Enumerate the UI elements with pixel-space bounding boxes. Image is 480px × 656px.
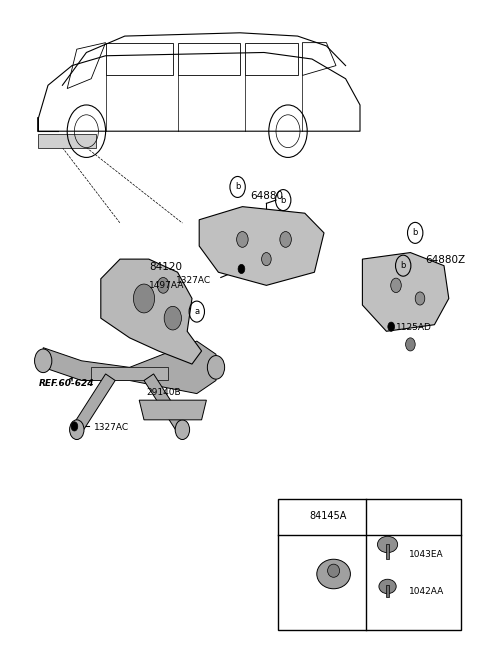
- Ellipse shape: [377, 536, 397, 552]
- Text: 1043EA: 1043EA: [409, 550, 444, 559]
- Polygon shape: [130, 341, 216, 394]
- Text: 1327AC: 1327AC: [176, 276, 211, 285]
- Text: 29140B: 29140B: [146, 388, 180, 397]
- Polygon shape: [144, 374, 187, 433]
- Circle shape: [207, 356, 225, 379]
- Circle shape: [238, 264, 245, 274]
- Polygon shape: [91, 367, 168, 380]
- Circle shape: [133, 284, 155, 313]
- Text: REF.60-624: REF.60-624: [38, 379, 94, 388]
- Circle shape: [157, 277, 169, 293]
- Circle shape: [406, 338, 415, 351]
- Text: 64880: 64880: [250, 191, 283, 201]
- Ellipse shape: [379, 579, 396, 594]
- Text: 1497AA: 1497AA: [149, 281, 184, 290]
- Ellipse shape: [317, 559, 350, 589]
- Text: 1327AC: 1327AC: [94, 423, 129, 432]
- Polygon shape: [43, 348, 130, 380]
- Text: b: b: [412, 228, 418, 237]
- Bar: [385, 585, 389, 597]
- Circle shape: [164, 306, 181, 330]
- Circle shape: [35, 349, 52, 373]
- Circle shape: [71, 422, 78, 431]
- Text: b: b: [400, 261, 406, 270]
- Text: b: b: [280, 195, 286, 205]
- Polygon shape: [139, 400, 206, 420]
- Circle shape: [262, 253, 271, 266]
- Polygon shape: [38, 134, 96, 148]
- Text: b: b: [235, 182, 240, 192]
- Circle shape: [175, 420, 190, 440]
- Polygon shape: [199, 207, 324, 285]
- Text: 64880Z: 64880Z: [425, 255, 465, 266]
- Circle shape: [391, 278, 401, 293]
- Circle shape: [237, 232, 248, 247]
- Text: a: a: [293, 512, 298, 521]
- Text: a: a: [194, 307, 199, 316]
- Circle shape: [388, 322, 395, 331]
- Text: b: b: [380, 512, 385, 521]
- Circle shape: [280, 232, 291, 247]
- Text: 84145A: 84145A: [310, 511, 347, 522]
- Circle shape: [70, 420, 84, 440]
- Text: 1125AD: 1125AD: [396, 323, 432, 333]
- Polygon shape: [362, 253, 449, 331]
- Text: 1042AA: 1042AA: [409, 587, 444, 596]
- Bar: [385, 544, 389, 559]
- Polygon shape: [72, 374, 115, 433]
- Circle shape: [415, 292, 425, 305]
- FancyBboxPatch shape: [278, 499, 461, 630]
- Text: 84120: 84120: [149, 262, 182, 272]
- Ellipse shape: [327, 564, 339, 577]
- Polygon shape: [101, 259, 202, 364]
